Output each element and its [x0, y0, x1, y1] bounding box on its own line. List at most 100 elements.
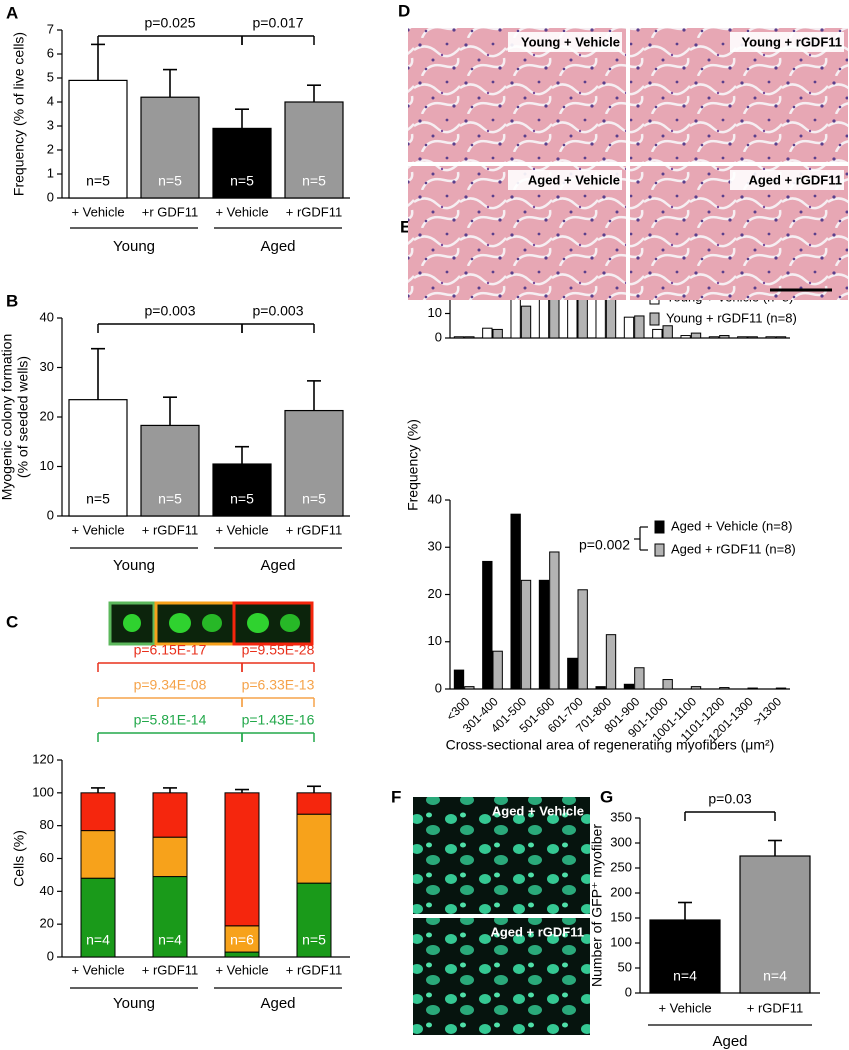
- bar-segment: [296, 813, 332, 884]
- p-value: p=0.025: [145, 15, 196, 31]
- y-tick-label: 10: [40, 458, 54, 473]
- histogram-bar: [464, 336, 475, 339]
- n-label: n=5: [230, 173, 254, 189]
- y-tick-label: 100: [610, 934, 632, 949]
- caption-background: [730, 170, 844, 190]
- y-tick-label: 4: [47, 93, 54, 108]
- n-label: n=4: [158, 932, 182, 948]
- caption-background: [508, 32, 622, 52]
- y-tick-label: 10: [428, 305, 442, 320]
- y-tick-label: 30: [40, 359, 54, 374]
- micrograph: [413, 797, 590, 914]
- p-value: p=0.003: [253, 303, 304, 319]
- micrograph-caption: Aged + rGDF11: [748, 172, 842, 187]
- bar-segment: [296, 882, 332, 958]
- y-tick-label: 60: [40, 850, 54, 865]
- bar-segment: [152, 792, 188, 838]
- x-tick-label: + Vehicle: [71, 204, 124, 219]
- histogram-bar: [737, 336, 748, 339]
- y-tick-label: 40: [40, 309, 54, 324]
- p-value: p=5.81E-14: [134, 712, 207, 728]
- histogram-bar: [520, 579, 532, 690]
- panel-letter: E: [400, 217, 411, 236]
- group-label: Aged: [260, 557, 295, 574]
- group-label: Aged: [712, 1033, 747, 1050]
- y-tick-label: 120: [32, 751, 54, 766]
- y-axis-label: Myogenic colony formation: [0, 334, 15, 501]
- panel-letter: G: [600, 787, 613, 806]
- legend-swatch: [649, 312, 660, 326]
- bar: [284, 101, 344, 199]
- panel-letter: F: [391, 787, 401, 806]
- y-tick-label: 100: [32, 784, 54, 799]
- y-tick-label: 0: [435, 329, 442, 344]
- micrograph-caption: Young + Vehicle: [521, 34, 620, 49]
- n-label: n=5: [158, 173, 182, 189]
- micrograph-caption: Aged + Vehicle: [492, 803, 584, 818]
- x-tick-label: + rGDF11: [286, 522, 342, 537]
- y-tick-label: 0: [435, 680, 442, 695]
- y-tick-label: 3: [47, 117, 54, 132]
- micrograph: [413, 918, 590, 1035]
- y-tick-label: 40: [40, 883, 54, 898]
- micrograph-caption: Young + rGDF11: [741, 34, 842, 49]
- caption-background: [730, 32, 844, 52]
- bar: [212, 127, 272, 199]
- y-tick-label: 2: [47, 141, 54, 156]
- bar-segment: [152, 836, 188, 878]
- p-value: p=6.15E-17: [134, 642, 207, 658]
- bar: [739, 855, 811, 994]
- legend-label: Young + rGDF11 (n=8): [666, 310, 797, 325]
- n-label: n=5: [86, 173, 110, 189]
- x-tick-label: +r GDF11: [142, 204, 198, 219]
- bar-segment: [296, 792, 332, 815]
- histogram-bar: [747, 336, 758, 339]
- n-label: n=5: [230, 491, 254, 507]
- x-tick-label: + Vehicle: [71, 962, 124, 977]
- histogram-bar: [747, 687, 758, 690]
- y-tick-label: 6: [47, 45, 54, 60]
- p-value: p=9.34E-08: [134, 677, 207, 693]
- histogram-bar: [464, 686, 475, 690]
- histogram-bar: [492, 650, 503, 690]
- histogram-bar: [690, 686, 702, 690]
- n-label: n=5: [158, 491, 182, 507]
- histogram-bar: [453, 336, 465, 339]
- caption-background: [508, 170, 622, 190]
- cell-images-strip: [108, 601, 314, 646]
- group-label: Young: [113, 238, 155, 255]
- p-value: p=0.03: [708, 791, 751, 807]
- bar-segment: [80, 877, 116, 958]
- histogram-bar: [492, 328, 503, 339]
- histogram-bar: [719, 687, 730, 690]
- y-tick-label: 250: [610, 859, 632, 874]
- histogram-bar: [708, 336, 720, 339]
- y-tick-label: 0: [625, 984, 632, 999]
- bar: [68, 399, 128, 517]
- histogram-bar: [662, 679, 673, 690]
- histogram-bar: [605, 294, 617, 339]
- bar: [68, 79, 128, 199]
- bar-segment: [224, 951, 260, 958]
- histogram-bar: [520, 305, 532, 339]
- y-tick-label: 350: [610, 809, 632, 824]
- y-tick-label: 7: [47, 21, 54, 36]
- y-axis-label: Frequency (%): [405, 419, 421, 511]
- histogram-bar: [765, 336, 776, 339]
- histogram-bar: [634, 315, 645, 339]
- group-label: Young: [113, 557, 155, 574]
- histogram-bar: [775, 336, 787, 339]
- y-tick-label: 20: [40, 408, 54, 423]
- bar-segment: [80, 792, 116, 832]
- x-tick-label: + rGDF11: [747, 1000, 803, 1015]
- bar: [284, 409, 344, 517]
- histogram-bar: [680, 335, 691, 339]
- n-label: n=5: [302, 491, 326, 507]
- n-label: n=4: [673, 968, 697, 984]
- group-label: Young: [113, 995, 155, 1012]
- histogram-bar: [577, 589, 588, 690]
- y-tick-label: 1: [47, 165, 54, 180]
- y-tick-label: 20: [428, 586, 442, 601]
- y-tick-label: 5: [47, 69, 54, 84]
